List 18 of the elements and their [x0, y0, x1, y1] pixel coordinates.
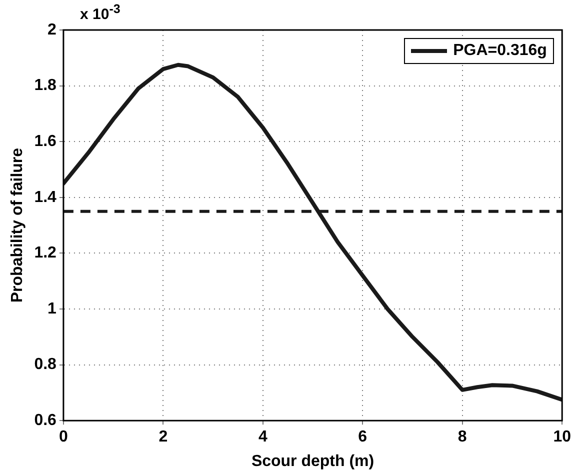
x-tick-label: 0 [58, 428, 68, 446]
x-tick-label: 10 [553, 428, 572, 446]
y-tick-label: 1.2 [34, 244, 57, 262]
x-axis-title: Scour depth (m) [251, 452, 374, 470]
y-tick-label: 1.4 [34, 188, 57, 206]
y-tick-label: 2 [48, 21, 57, 38]
legend-label: PGA=0.316g [453, 42, 547, 60]
y-tick-label: 0.6 [34, 412, 57, 430]
y-tick-label: 1 [48, 300, 57, 318]
y-tick-label: 1.8 [34, 77, 57, 94]
x-tick-label: 8 [458, 428, 467, 446]
x-tick-label: 2 [158, 428, 168, 446]
x-tick-label: 4 [258, 428, 268, 446]
text: x 10$^{-3}$ [80, 2, 120, 23]
x-tick-label: 6 [358, 428, 368, 446]
y-axis-title: Probability of failure [9, 148, 26, 303]
y-tick-label: 1.6 [34, 133, 57, 150]
y-tick-label: 0.8 [34, 356, 57, 374]
